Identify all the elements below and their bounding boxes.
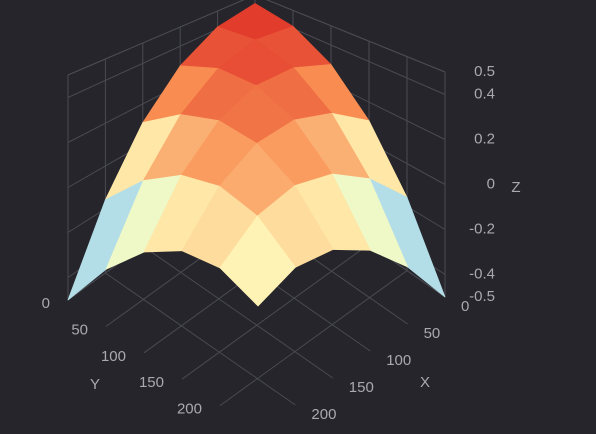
wall-grid-z <box>67 0 245 76</box>
z-tick-label: 0 <box>487 175 495 192</box>
floor-grid-x <box>142 245 334 379</box>
y-tick-label: 0 <box>42 295 50 312</box>
z-tick-label: 0.2 <box>474 130 495 147</box>
floor-grid-y <box>219 270 408 407</box>
z-tick-label: -0.4 <box>469 265 495 282</box>
y-tick-label: 50 <box>71 321 88 338</box>
z-tick-label: -0.2 <box>469 220 495 237</box>
wall-grid-z <box>266 0 446 73</box>
z-tick-label: 0.5 <box>474 63 495 80</box>
x-tick-label: 150 <box>349 379 374 396</box>
floor-grid-y <box>181 243 370 380</box>
z-tick-label: -0.5 <box>469 288 495 305</box>
x-axis-title: X <box>420 374 430 391</box>
y-axis-title: Y <box>90 376 100 393</box>
surface-layer <box>67 3 446 307</box>
y-tick-label: 200 <box>177 401 202 418</box>
x-tick-label: 50 <box>424 325 441 342</box>
surface-patch <box>219 215 296 307</box>
x-tick-label: 100 <box>386 352 411 369</box>
x-tick-label: 0 <box>461 298 469 315</box>
label-layer: 0 50 100 150 200 0 50 100 150 200 -0.5 -0.4 -0.2 0 0.2… <box>42 63 495 423</box>
y-tick-label: 150 <box>139 374 164 391</box>
z-axis-title: Z <box>511 179 520 196</box>
floor-grid-x <box>105 272 296 406</box>
x-tick-label: 200 <box>311 406 336 423</box>
y-tick-label: 100 <box>101 348 126 365</box>
z-tick-label: 0.4 <box>474 85 495 102</box>
